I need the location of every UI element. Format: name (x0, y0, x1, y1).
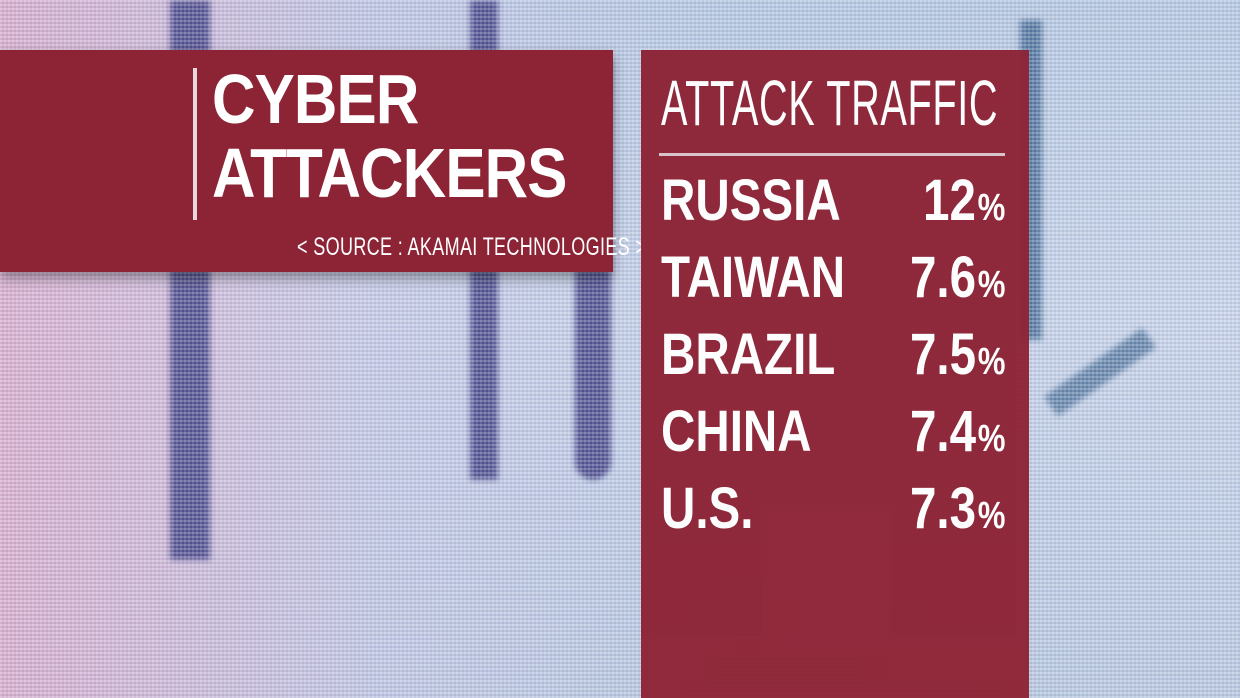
attack-traffic-panel: ATTACK TRAFFIC RUSSIA 12% TAIWAN 7.6% BR… (641, 50, 1029, 698)
traffic-value: 7.3 (909, 476, 976, 541)
traffic-value: 7.4 (909, 399, 976, 464)
traffic-share: 7.4% (910, 398, 1005, 465)
heading-divider (659, 153, 1005, 156)
percent-unit: % (977, 418, 1005, 460)
traffic-value: 7.6 (909, 245, 976, 310)
traffic-share: 7.5% (910, 321, 1005, 388)
title-panel: CYBER ATTACKERS < SOURCE : AKAMAI TECHNO… (0, 50, 646, 272)
country-name: BRAZIL (661, 322, 836, 387)
cursor-arrow-shape (1043, 327, 1157, 417)
panel-heading: ATTACK TRAFFIC (661, 67, 999, 139)
country-name: U.S. (661, 476, 754, 541)
traffic-value: 7.5 (909, 322, 976, 387)
list-item: U.S. 7.3% (641, 475, 1029, 552)
traffic-share: 7.6% (910, 244, 1005, 311)
title-line-1: CYBER (212, 60, 419, 138)
title-accent-bar (193, 68, 197, 220)
country-list: RUSSIA 12% TAIWAN 7.6% BRAZIL 7.5% CHINA… (641, 167, 1029, 552)
list-item: BRAZIL 7.5% (641, 321, 1029, 398)
page-title: CYBER ATTACKERS (212, 62, 567, 210)
percent-unit: % (977, 495, 1005, 537)
country-name: TAIWAN (661, 245, 846, 310)
country-name: CHINA (661, 399, 812, 464)
percent-unit: % (977, 187, 1005, 229)
traffic-share: 7.3% (910, 475, 1005, 542)
source-credit: < SOURCE : AKAMAI TECHNOLOGIES > (297, 233, 647, 261)
traffic-share: 12% (923, 167, 1005, 234)
title-line-2: ATTACKERS (212, 134, 567, 212)
list-item: CHINA 7.4% (641, 398, 1029, 475)
country-name: RUSSIA (661, 168, 841, 233)
percent-unit: % (977, 264, 1005, 306)
list-item: RUSSIA 12% (641, 167, 1029, 244)
traffic-value: 12 (922, 168, 976, 233)
list-item: TAIWAN 7.6% (641, 244, 1029, 321)
percent-unit: % (977, 341, 1005, 383)
